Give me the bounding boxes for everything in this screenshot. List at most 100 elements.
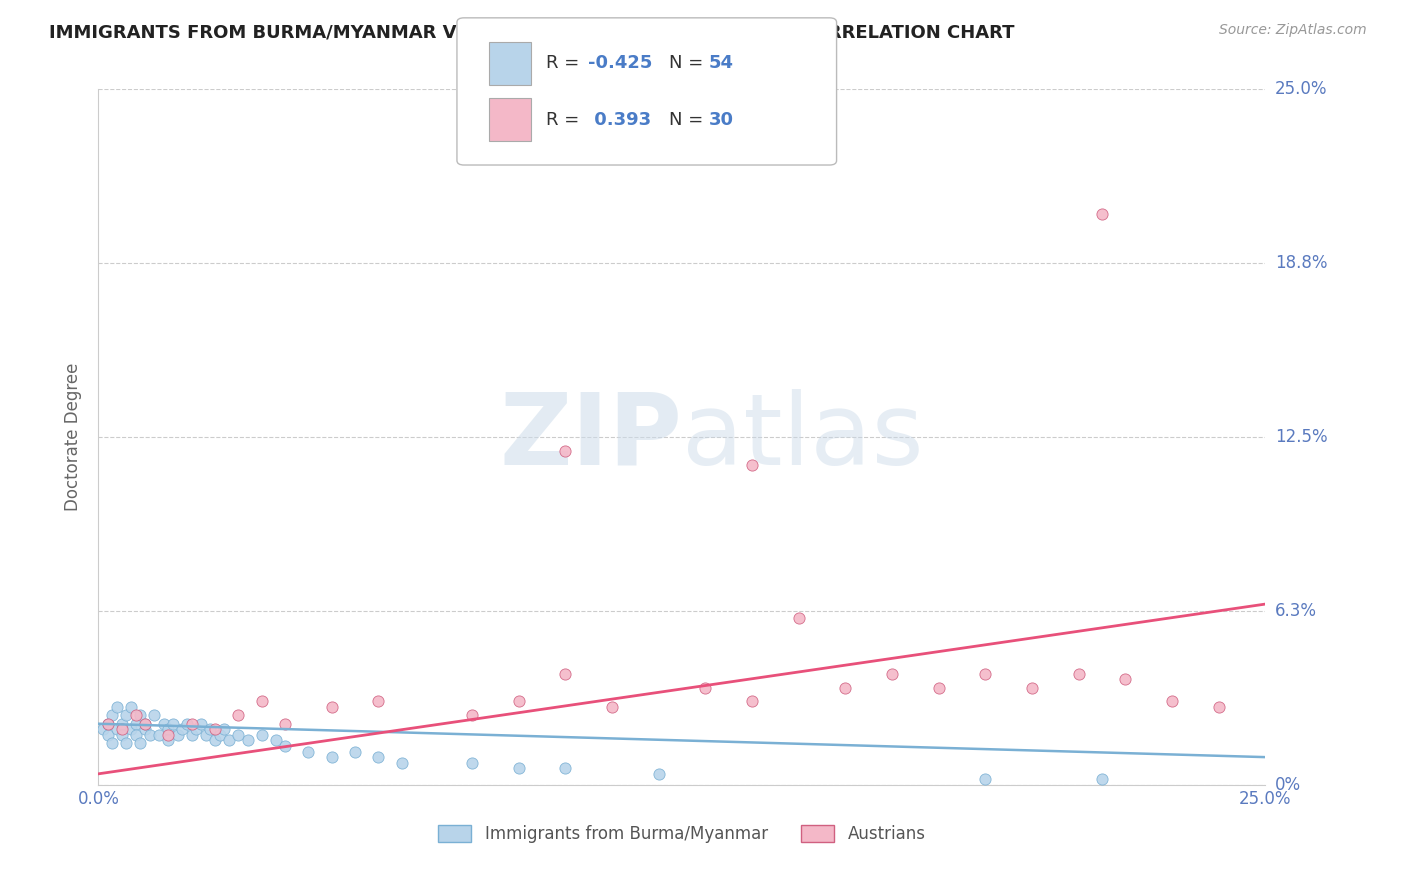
- Point: [321, 700, 343, 714]
- Point: [236, 733, 259, 747]
- Point: [129, 736, 152, 750]
- Point: [97, 728, 120, 742]
- Point: [1114, 672, 1136, 686]
- Text: 25.0%: 25.0%: [1275, 80, 1327, 98]
- Text: N =: N =: [669, 54, 709, 72]
- Point: [120, 723, 142, 737]
- Point: [125, 708, 148, 723]
- Point: [172, 723, 194, 737]
- Text: -0.425: -0.425: [588, 54, 652, 72]
- Point: [139, 728, 162, 742]
- Point: [129, 708, 152, 723]
- Text: 0.393: 0.393: [588, 111, 651, 128]
- Point: [461, 708, 484, 723]
- Point: [101, 736, 124, 750]
- Text: N =: N =: [669, 111, 709, 128]
- Point: [274, 739, 297, 753]
- Point: [228, 708, 250, 723]
- Point: [554, 666, 576, 681]
- Text: 18.8%: 18.8%: [1275, 254, 1327, 272]
- Point: [1091, 772, 1114, 787]
- Point: [391, 756, 413, 770]
- Text: 0%: 0%: [1275, 776, 1301, 794]
- Text: ZIP: ZIP: [499, 389, 682, 485]
- Text: 30: 30: [709, 111, 734, 128]
- Point: [461, 756, 484, 770]
- Point: [508, 761, 530, 775]
- Point: [250, 728, 273, 742]
- Point: [647, 767, 669, 781]
- Point: [194, 728, 217, 742]
- Point: [787, 611, 810, 625]
- Point: [115, 736, 138, 750]
- Point: [1161, 694, 1184, 708]
- Text: IMMIGRANTS FROM BURMA/MYANMAR VS AUSTRIAN DOCTORATE DEGREE CORRELATION CHART: IMMIGRANTS FROM BURMA/MYANMAR VS AUSTRIA…: [49, 23, 1015, 41]
- Point: [250, 694, 273, 708]
- Legend: Immigrants from Burma/Myanmar, Austrians: Immigrants from Burma/Myanmar, Austrians: [432, 818, 932, 850]
- Point: [143, 708, 166, 723]
- Point: [554, 761, 576, 775]
- Point: [180, 728, 202, 742]
- Point: [97, 716, 120, 731]
- Point: [695, 681, 717, 695]
- Point: [125, 716, 148, 731]
- Point: [228, 728, 250, 742]
- Point: [134, 723, 156, 737]
- Point: [214, 723, 236, 737]
- Point: [367, 750, 389, 764]
- Point: [1208, 700, 1230, 714]
- Point: [218, 733, 240, 747]
- Point: [105, 700, 128, 714]
- Point: [200, 723, 222, 737]
- Text: 6.3%: 6.3%: [1275, 602, 1317, 620]
- Point: [1021, 681, 1043, 695]
- Point: [134, 716, 156, 731]
- Point: [600, 700, 623, 714]
- Point: [152, 716, 174, 731]
- Point: [880, 666, 903, 681]
- Point: [321, 750, 343, 764]
- Point: [208, 728, 231, 742]
- Point: [1091, 207, 1114, 221]
- Point: [157, 723, 180, 737]
- Point: [928, 681, 950, 695]
- Text: R =: R =: [546, 111, 585, 128]
- Point: [105, 723, 128, 737]
- Point: [111, 728, 134, 742]
- Point: [111, 723, 134, 737]
- Point: [204, 733, 226, 747]
- Point: [508, 694, 530, 708]
- Point: [190, 716, 212, 731]
- Point: [974, 666, 997, 681]
- Y-axis label: Doctorate Degree: Doctorate Degree: [65, 363, 83, 511]
- Point: [204, 723, 226, 737]
- Text: 12.5%: 12.5%: [1275, 428, 1327, 446]
- Point: [162, 716, 184, 731]
- Point: [344, 745, 367, 759]
- Text: R =: R =: [546, 54, 585, 72]
- Point: [157, 733, 180, 747]
- Point: [148, 728, 170, 742]
- Point: [180, 716, 202, 731]
- Point: [264, 733, 287, 747]
- Point: [741, 694, 763, 708]
- Point: [125, 728, 148, 742]
- Point: [166, 728, 188, 742]
- Text: Source: ZipAtlas.com: Source: ZipAtlas.com: [1219, 23, 1367, 37]
- Point: [834, 681, 856, 695]
- Point: [741, 458, 763, 472]
- Point: [186, 723, 208, 737]
- Point: [115, 708, 138, 723]
- Text: atlas: atlas: [682, 389, 924, 485]
- Point: [1067, 666, 1090, 681]
- Point: [367, 694, 389, 708]
- Point: [91, 723, 114, 737]
- Point: [97, 716, 120, 731]
- Point: [297, 745, 319, 759]
- Point: [120, 700, 142, 714]
- Point: [974, 772, 997, 787]
- Text: 54: 54: [709, 54, 734, 72]
- Point: [157, 728, 180, 742]
- Point: [554, 444, 576, 458]
- Point: [274, 716, 297, 731]
